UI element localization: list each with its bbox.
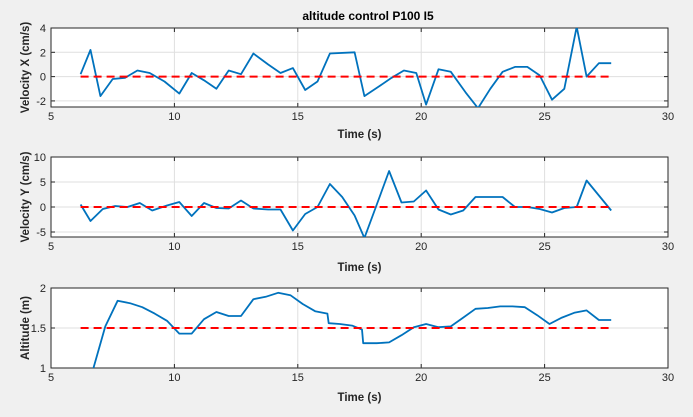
- y-tick-label: 1.5: [31, 323, 46, 335]
- axes-box-velocity-y: [50, 156, 669, 238]
- x-tick-label: 20: [415, 241, 427, 253]
- x-tick-label: 30: [662, 372, 674, 384]
- x-tick-label: 30: [662, 241, 674, 253]
- x-tick-label: 10: [168, 111, 180, 123]
- axes-box-velocity-x: [50, 27, 669, 108]
- x-axis-label: Time (s): [338, 392, 382, 404]
- x-tick-label: 20: [415, 372, 427, 384]
- x-tick-label: 25: [538, 241, 550, 253]
- yticks-velocity-y: -5 0 5 10: [34, 152, 668, 239]
- x-tick-label: 25: [538, 111, 550, 123]
- series-velocity-x: [79, 28, 612, 107]
- axes-altitude: 5 10 15 20 25 30 11.52 Time (s) Altitude (m): [20, 283, 674, 404]
- y-axis-label: Altitude (m): [20, 296, 32, 360]
- x-tick-label: 15: [292, 372, 304, 384]
- series-line: [79, 28, 612, 107]
- x-tick-label: 15: [292, 241, 304, 253]
- yticks-altitude: 11.52: [31, 283, 668, 375]
- y-tick-label: 10: [34, 152, 46, 164]
- x-axis-label: Time (s): [338, 262, 382, 274]
- y-axis-label: Velocity X (cm/s): [20, 22, 32, 114]
- y-tick-label: 0: [40, 202, 46, 214]
- x-tick-label: 25: [538, 372, 550, 384]
- x-axis-label: Time (s): [338, 129, 382, 141]
- y-tick-label: 2: [40, 283, 46, 295]
- y-tick-label: 5: [40, 177, 46, 189]
- y-tick-label: -5: [36, 227, 46, 239]
- y-tick-label: 4: [40, 23, 46, 35]
- y-axis-label: Velocity Y (cm/s): [20, 151, 32, 242]
- x-tick-label: 10: [168, 372, 180, 384]
- series-altitude: [80, 291, 612, 368]
- xticks-altitude: 5 10 15 20 25 30: [48, 288, 674, 384]
- x-tick-label: 5: [48, 372, 54, 384]
- x-tick-label: 10: [168, 241, 180, 253]
- x-tick-label: 5: [48, 241, 54, 253]
- axes-velocity-x: altitude control P100 I5 5 10 15 20 25 30 -2 0…: [20, 9, 674, 141]
- x-tick-label: 30: [662, 111, 674, 123]
- axes-velocity-y: 5 10 15 20 25 30 -5 0 5 10 Time (s) Velocity Y (…: [20, 151, 674, 274]
- x-tick-label: 20: [415, 111, 427, 123]
- y-tick-label: -2: [36, 96, 46, 108]
- x-tick-label: 5: [48, 111, 54, 123]
- x-tick-label: 15: [292, 111, 304, 123]
- y-tick-label: 2: [40, 47, 46, 59]
- y-tick-label: 1: [40, 363, 46, 375]
- chart-title: altitude control P100 I5: [302, 9, 434, 23]
- xticks-velocity-y: 5 10 15 20 25 30: [48, 157, 674, 253]
- y-tick-label: 0: [40, 72, 46, 84]
- xticks-velocity-x: 5 10 15 20 25 30: [48, 28, 674, 123]
- series-velocity-y: [79, 170, 612, 237]
- yticks-velocity-x: -2 0 2 4: [36, 23, 668, 108]
